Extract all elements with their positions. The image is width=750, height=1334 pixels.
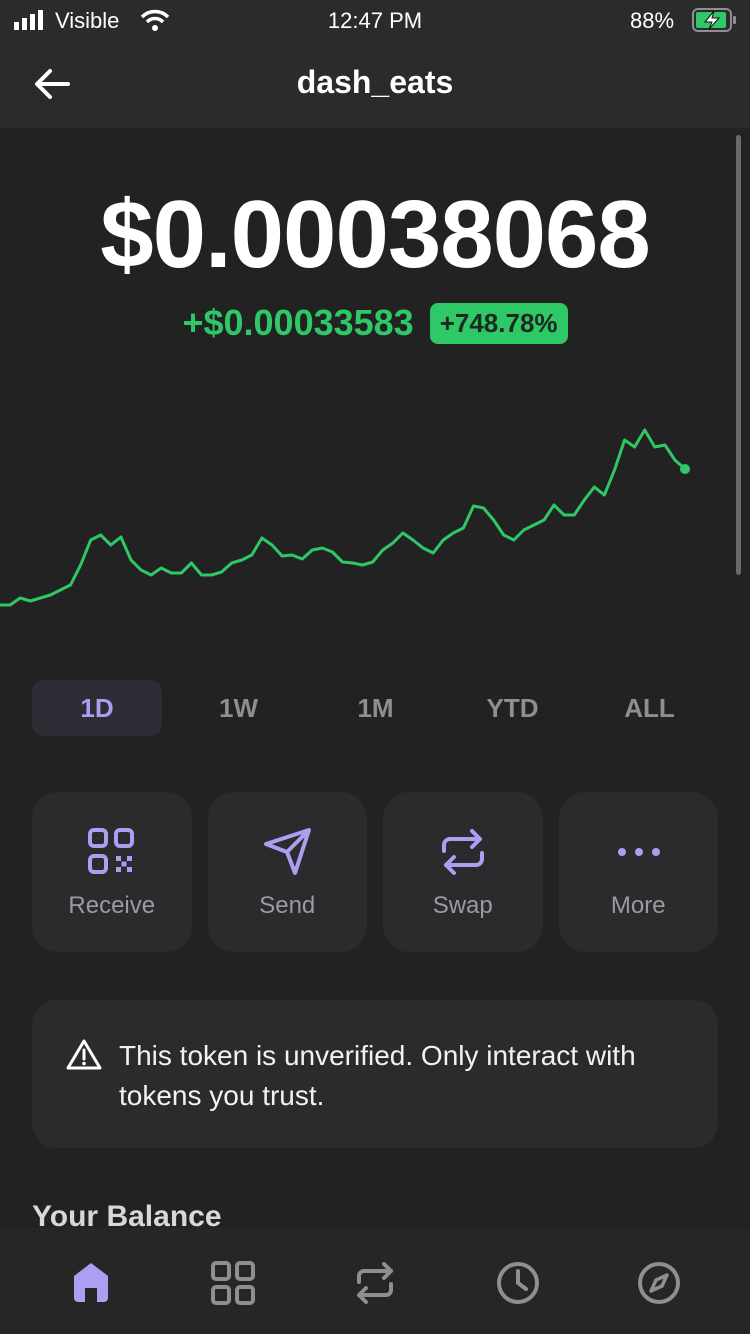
nav-header: dash_eats xyxy=(0,40,750,128)
period-tab[interactable]: 1M xyxy=(357,693,394,723)
period-tab[interactable]: 1W xyxy=(219,693,258,723)
price: $0.00038068 xyxy=(100,181,651,288)
send-icon xyxy=(263,828,311,875)
change-percent-badge: +748.78% xyxy=(429,302,568,344)
more-icon xyxy=(617,848,660,856)
action-label: Receive xyxy=(68,892,156,919)
back-button[interactable] xyxy=(32,66,72,102)
period-tab[interactable]: 1D xyxy=(32,680,162,736)
signal-icon xyxy=(14,10,43,30)
swap-tab[interactable] xyxy=(354,1260,396,1306)
period-tabs: 1D 1W 1M YTD ALL xyxy=(32,680,718,736)
action-buttons: Receive Send Swap More xyxy=(32,792,718,952)
clock: 12:47 PM xyxy=(327,8,423,33)
qr-icon xyxy=(88,828,134,874)
warning-banner: This token is unverified. Only interact … xyxy=(32,1000,718,1148)
status-bar: Visible 12:47 PM 88% xyxy=(0,0,750,40)
receive-button[interactable]: Receive xyxy=(32,792,192,952)
swap-icon xyxy=(442,829,484,875)
action-label: Swap xyxy=(432,892,493,919)
scrollbar xyxy=(736,135,741,575)
change-row: +$0.00033583 +748.78% xyxy=(0,302,750,344)
period-tab[interactable]: YTD xyxy=(486,693,539,723)
carrier: Visible xyxy=(55,8,120,33)
period-tab[interactable]: ALL xyxy=(624,693,675,723)
price-chart xyxy=(0,428,690,607)
collectibles-tab[interactable] xyxy=(210,1260,256,1306)
price-line xyxy=(0,428,686,607)
home-tab[interactable] xyxy=(70,1260,112,1304)
action-label: More xyxy=(610,892,666,919)
warning-text: This token is unverified. Only interact … xyxy=(119,1040,636,1111)
more-button[interactable]: More xyxy=(558,792,718,952)
price-change: +$0.00033583 xyxy=(182,302,414,343)
last-point xyxy=(680,464,690,474)
action-label: Send xyxy=(259,892,316,919)
warning-icon xyxy=(66,1039,102,1070)
send-button[interactable]: Send xyxy=(207,792,367,952)
battery-percent: 88% xyxy=(630,8,675,33)
wifi-icon xyxy=(140,9,170,31)
explore-tab[interactable] xyxy=(636,1260,682,1306)
balance-heading: Your Balance xyxy=(32,1200,222,1233)
tab-bar xyxy=(0,1228,750,1334)
token-title: dash_eats xyxy=(296,64,454,100)
swap-button[interactable]: Swap xyxy=(383,792,543,952)
battery-icon xyxy=(692,8,736,32)
activity-tab[interactable] xyxy=(495,1260,541,1306)
